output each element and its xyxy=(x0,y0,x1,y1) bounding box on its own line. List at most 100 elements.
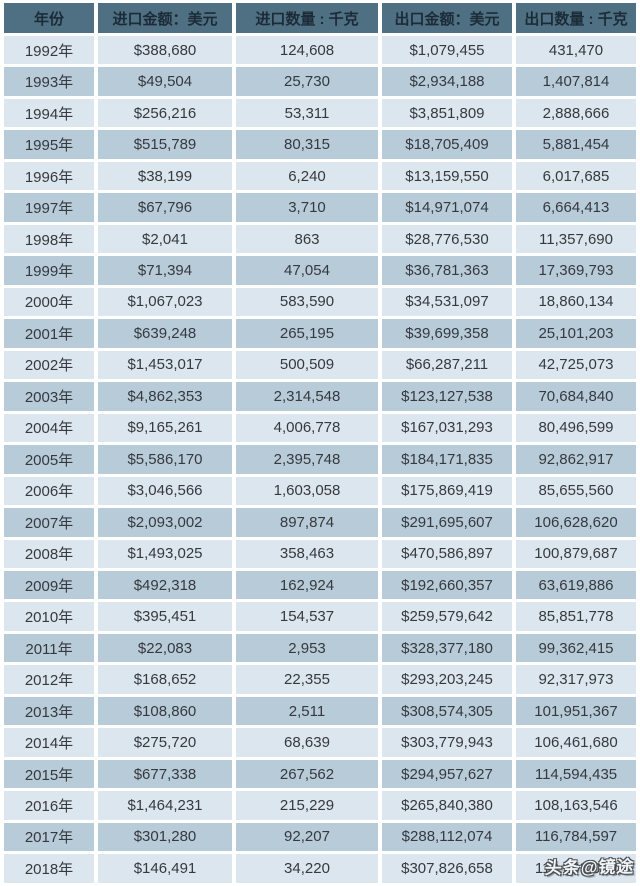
table-row: 2013年 $108,860 2,511 $308,574,305 101,951,36… xyxy=(4,696,636,726)
value-cell: 11,357,690 xyxy=(516,224,636,254)
value-cell: $71,394 xyxy=(98,256,232,285)
value-cell: 17,369,793 xyxy=(516,256,636,285)
year-cell: 2003年 xyxy=(4,382,94,411)
table-row: 1998年 $2,041 863 $28,776,530 11,357,690 xyxy=(4,224,636,254)
value-cell: 897,874 xyxy=(236,508,378,537)
value-cell: $146,491 xyxy=(98,854,232,883)
value-cell: $38,199 xyxy=(98,161,232,191)
value-cell: $293,203,245 xyxy=(382,665,512,694)
value-cell: 106,628,620 xyxy=(516,508,636,537)
year-cell: 2014年 xyxy=(4,728,94,757)
value-cell: 47,054 xyxy=(236,256,378,285)
value-cell: 92,862,917 xyxy=(516,445,636,474)
value-cell: 6,240 xyxy=(236,161,378,191)
year-cell: 1999年 xyxy=(4,256,94,285)
year-cell: 1998年 xyxy=(4,224,94,254)
value-cell: 116,784,597 xyxy=(516,822,636,852)
column-header-export-amount: 出口金额：美元 xyxy=(382,3,512,33)
table-row: 2015年 $677,338 267,562 $294,957,627 114,594,… xyxy=(4,759,636,789)
value-cell: $2,093,002 xyxy=(98,508,232,537)
value-cell: $167,031,293 xyxy=(382,413,512,443)
value-cell: 124,608 xyxy=(236,36,378,65)
value-cell: $1,079,455 xyxy=(382,36,512,65)
table-row: 1996年 $38,199 6,240 $13,159,550 6,017,685 xyxy=(4,161,636,191)
value-cell: $108,860 xyxy=(98,696,232,726)
value-cell: $5,586,170 xyxy=(98,445,232,474)
year-cell: 2017年 xyxy=(4,822,94,852)
year-cell: 2002年 xyxy=(4,350,94,380)
value-cell: $265,840,380 xyxy=(382,791,512,820)
table-row: 2007年 $2,093,002 897,874 $291,695,607 106,62… xyxy=(4,508,636,537)
value-cell: 112,703,060 xyxy=(516,854,636,883)
table-row: 2002年 $1,453,017 500,509 $66,287,211 42,725,… xyxy=(4,350,636,380)
value-cell: 863 xyxy=(236,224,378,254)
value-cell: 80,315 xyxy=(236,130,378,159)
value-cell: $175,869,419 xyxy=(382,476,512,506)
value-cell: $395,451 xyxy=(98,602,232,631)
value-cell: $49,504 xyxy=(98,67,232,96)
table-row: 2009年 $492,318 162,924 $192,660,357 63,619,8… xyxy=(4,570,636,600)
table-row: 1992年 $388,680 124,608 $1,079,455 431,470 xyxy=(4,36,636,65)
value-cell: $2,934,188 xyxy=(382,67,512,96)
value-cell: $492,318 xyxy=(98,570,232,600)
value-cell: 583,590 xyxy=(236,287,378,317)
table-row: 2006年 $3,046,566 1,603,058 $175,869,419 85,6… xyxy=(4,476,636,506)
value-cell: 108,163,546 xyxy=(516,791,636,820)
year-cell: 1996年 xyxy=(4,161,94,191)
value-cell: $34,531,097 xyxy=(382,287,512,317)
value-cell: 25,730 xyxy=(236,67,378,96)
value-cell: $259,579,642 xyxy=(382,602,512,631)
year-cell: 2001年 xyxy=(4,319,94,348)
value-cell: 85,851,778 xyxy=(516,602,636,631)
year-cell: 2006年 xyxy=(4,476,94,506)
year-cell: 2007年 xyxy=(4,508,94,537)
value-cell: 215,229 xyxy=(236,791,378,820)
value-cell: 2,953 xyxy=(236,633,378,663)
table-body: 1992年 $388,680 124,608 $1,079,455 431,470 199… xyxy=(4,36,636,883)
year-cell: 2015年 xyxy=(4,759,94,789)
value-cell: 53,311 xyxy=(236,98,378,128)
value-cell: $39,699,358 xyxy=(382,319,512,348)
value-cell: $470,586,897 xyxy=(382,539,512,568)
value-cell: 2,314,548 xyxy=(236,382,378,411)
value-cell: 2,395,748 xyxy=(236,445,378,474)
table-row: 2004年 $9,165,261 4,006,778 $167,031,293 80,4… xyxy=(4,413,636,443)
value-cell: $307,826,658 xyxy=(382,854,512,883)
value-cell: $291,695,607 xyxy=(382,508,512,537)
value-cell: 63,619,886 xyxy=(516,570,636,600)
value-cell: $3,851,809 xyxy=(382,98,512,128)
value-cell: $275,720 xyxy=(98,728,232,757)
value-cell: $308,574,305 xyxy=(382,696,512,726)
value-cell: $14,971,074 xyxy=(382,193,512,222)
value-cell: 265,195 xyxy=(236,319,378,348)
value-cell: 5,881,454 xyxy=(516,130,636,159)
value-cell: 18,860,134 xyxy=(516,287,636,317)
value-cell: 106,461,680 xyxy=(516,728,636,757)
value-cell: 500,509 xyxy=(236,350,378,380)
value-cell: $2,041 xyxy=(98,224,232,254)
value-cell: 99,362,415 xyxy=(516,633,636,663)
year-cell: 2012年 xyxy=(4,665,94,694)
table-row: 2001年 $639,248 265,195 $39,699,358 25,101,20… xyxy=(4,319,636,348)
value-cell: 92,317,973 xyxy=(516,665,636,694)
value-cell: 3,710 xyxy=(236,193,378,222)
value-cell: 6,017,685 xyxy=(516,161,636,191)
value-cell: $1,453,017 xyxy=(98,350,232,380)
value-cell: 92,207 xyxy=(236,822,378,852)
value-cell: 431,470 xyxy=(516,36,636,65)
value-cell: $1,067,023 xyxy=(98,287,232,317)
value-cell: 101,951,367 xyxy=(516,696,636,726)
value-cell: $192,660,357 xyxy=(382,570,512,600)
table-row: 2003年 $4,862,353 2,314,548 $123,127,538 70,6… xyxy=(4,382,636,411)
value-cell: 358,463 xyxy=(236,539,378,568)
value-cell: $168,652 xyxy=(98,665,232,694)
year-cell: 2008年 xyxy=(4,539,94,568)
column-header-year: 年份 xyxy=(4,3,94,33)
value-cell: $123,127,538 xyxy=(382,382,512,411)
year-cell: 2011年 xyxy=(4,633,94,663)
value-cell: 70,684,840 xyxy=(516,382,636,411)
table-row: 2017年 $301,280 92,207 $288,112,074 116,784,5… xyxy=(4,822,636,852)
value-cell: $66,287,211 xyxy=(382,350,512,380)
value-cell: 1,603,058 xyxy=(236,476,378,506)
value-cell: $288,112,074 xyxy=(382,822,512,852)
